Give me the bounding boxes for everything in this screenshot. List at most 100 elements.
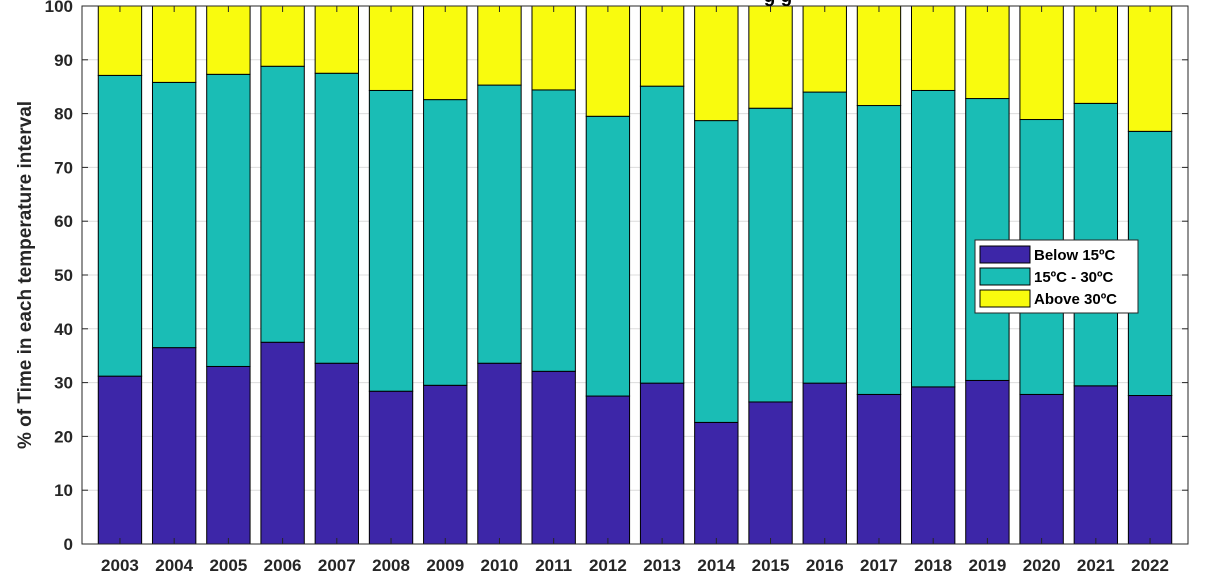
bar-segment	[965, 379, 1010, 545]
y-tick-label: 40	[54, 320, 73, 339]
bar-segment	[423, 384, 468, 545]
x-tick-label: 2016	[806, 556, 844, 575]
bar-segment	[260, 341, 305, 545]
bar-segment	[911, 89, 956, 388]
bar-segment	[748, 107, 793, 403]
bar-segment	[314, 5, 359, 74]
bar-segment	[965, 5, 1010, 100]
bar-segment	[748, 5, 793, 109]
x-tick-label: 2022	[1131, 556, 1169, 575]
bar-segment	[694, 421, 739, 545]
bar-segment	[1019, 5, 1064, 121]
bar-segment	[856, 393, 902, 545]
bar-segment	[314, 362, 359, 545]
bar-segment	[531, 370, 576, 545]
x-tick-label: 2006	[264, 556, 302, 575]
bar-segment	[1019, 393, 1064, 545]
legend-label: 15ºC - 30ºC	[1034, 269, 1113, 286]
x-tick-label: 2004	[155, 556, 193, 575]
bar-segment	[368, 5, 414, 91]
y-tick-label: 70	[54, 158, 73, 177]
chart-title-fragment: g g	[764, 0, 793, 7]
bar-segment	[423, 99, 468, 386]
bar-segment	[585, 395, 631, 545]
axis-ticks	[82, 5, 1188, 545]
bar-segment	[748, 401, 793, 545]
bar-segment	[639, 382, 685, 545]
bar-segment	[1073, 385, 1119, 545]
x-tick-label: 2007	[318, 556, 356, 575]
x-tick-label: 2008	[372, 556, 410, 575]
x-tick-label: 2013	[643, 556, 681, 575]
x-tick-label: 2005	[209, 556, 247, 575]
bar-segment	[477, 362, 522, 545]
x-tick-label: 2015	[752, 556, 790, 575]
x-tick-label: 2009	[426, 556, 464, 575]
y-tick-label: 90	[54, 51, 73, 70]
bar-segment	[911, 386, 956, 545]
x-tick-label: 2017	[860, 556, 898, 575]
bar-segment	[856, 5, 902, 107]
bar-segment	[531, 89, 576, 372]
x-tick-label: 2010	[481, 556, 519, 575]
bar-segment	[206, 73, 251, 367]
legend-swatch	[979, 289, 1031, 308]
x-tick-label: 2011	[535, 556, 572, 575]
y-axis-title: % of Time in each temperature interval	[15, 101, 36, 449]
bar-segment	[639, 5, 685, 87]
y-tick-label: 20	[54, 427, 73, 446]
y-tick-label: 0	[64, 535, 73, 554]
x-tick-label: 2003	[101, 556, 139, 575]
bar-segment	[911, 5, 956, 91]
legend-swatch	[979, 267, 1031, 286]
bar-segment	[206, 5, 251, 75]
y-tick-label: 50	[54, 266, 73, 285]
x-tick-label: 2018	[914, 556, 952, 575]
bar-segment	[368, 89, 414, 392]
bar-segment	[802, 382, 847, 545]
bar-segment	[314, 72, 359, 364]
bar-segment	[97, 375, 143, 545]
bar-segment	[477, 5, 522, 86]
bar-segment	[965, 98, 1010, 381]
bar-segment	[639, 85, 685, 384]
bar-segment	[97, 5, 143, 76]
bar-segment	[368, 390, 414, 545]
bar-segment	[206, 365, 251, 545]
y-tick-label: 10	[54, 481, 73, 500]
bar-segment	[802, 91, 847, 384]
legend-label: Below 15ºC	[1034, 247, 1116, 264]
bar-segment	[585, 5, 631, 117]
bar-segment	[1127, 5, 1173, 132]
x-tick-label: 2019	[968, 556, 1006, 575]
y-tick-labels: 0 10 20 30 40 50 60 70 80 90 100	[45, 0, 73, 554]
bar-segment	[151, 81, 197, 349]
y-tick-label: 60	[54, 212, 73, 231]
bar-segment	[151, 5, 197, 83]
x-tick-label: 2012	[589, 556, 627, 575]
y-tick-label: 80	[54, 105, 73, 124]
legend: Below 15ºC 15ºC - 30ºC Above 30ºC	[974, 239, 1139, 314]
bar-segment	[151, 347, 197, 545]
x-tick-labels: 2003 2004 2005 2006 2007 2008 2009 2010 2011 2012…	[101, 556, 1169, 575]
bar-segment	[260, 5, 305, 67]
x-tick-label: 2014	[697, 556, 735, 575]
bar-segment	[856, 105, 902, 395]
bar-segment	[531, 5, 576, 91]
bar-segment	[1073, 5, 1119, 104]
legend-label: Above 30ºC	[1034, 291, 1117, 308]
bar-segment	[423, 5, 468, 101]
legend-swatch	[979, 245, 1031, 264]
y-tick-label: 30	[54, 374, 73, 393]
bar-segment	[477, 84, 522, 364]
bar-segment	[97, 74, 143, 377]
y-tick-label: 100	[45, 0, 73, 16]
bar-segment	[802, 5, 847, 93]
bar-segment	[694, 5, 739, 122]
bar-segment	[585, 115, 631, 397]
bar-segment	[260, 65, 305, 343]
x-tick-label: 2021	[1077, 556, 1115, 575]
bar-segment	[1127, 395, 1173, 545]
x-tick-label: 2020	[1023, 556, 1061, 575]
